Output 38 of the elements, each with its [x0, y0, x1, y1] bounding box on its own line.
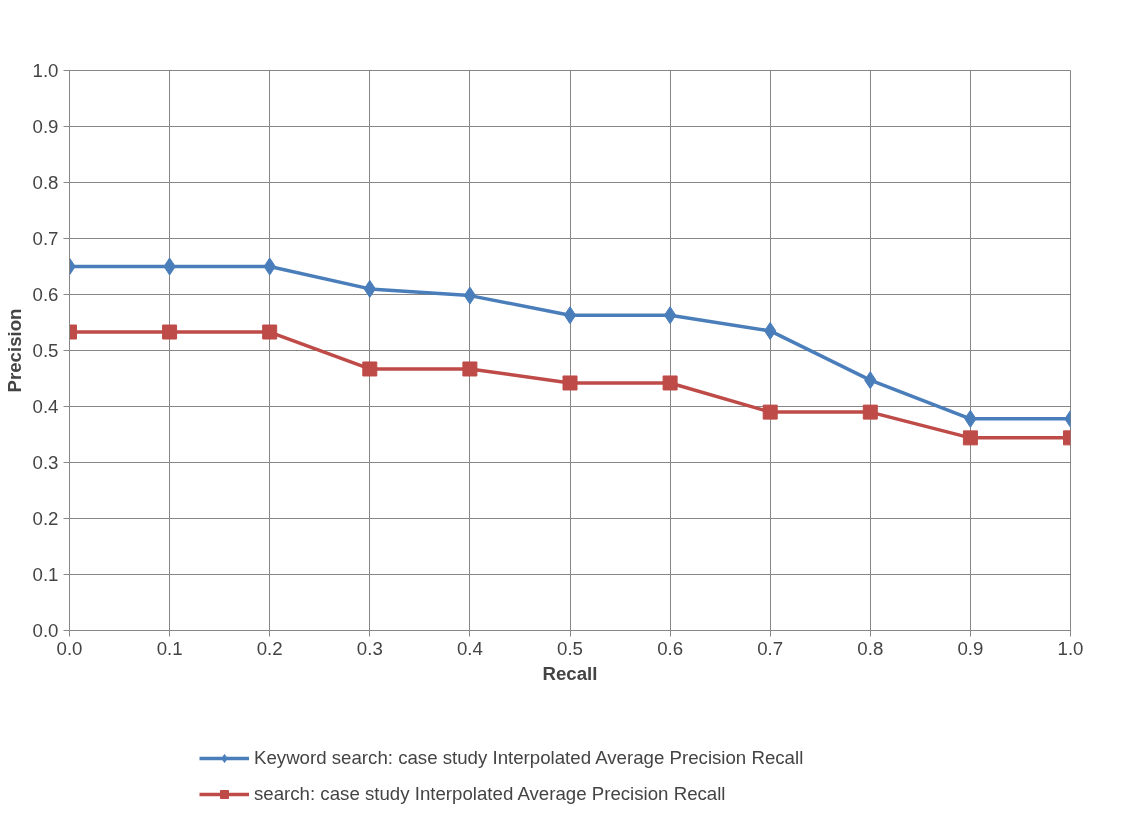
y-tick-label: 0.6 — [32, 284, 59, 305]
y-tick-label: 0.1 — [32, 564, 59, 585]
legend-label: search: case study Interpolated Average Precision Recall — [254, 783, 726, 805]
point — [162, 324, 178, 340]
y-tick-label: 0.8 — [32, 172, 59, 193]
legend-label: Keyword search: case study Interpolated Average Precision Recall — [254, 747, 804, 769]
point — [862, 404, 878, 420]
y-tick-label: 1.0 — [32, 60, 59, 81]
y-tick-label: 0.7 — [32, 228, 59, 249]
point — [663, 306, 677, 325]
x-tick-label: 0.6 — [657, 637, 684, 659]
x-tick-label: 0.5 — [557, 637, 583, 659]
x-tick-label: 0.2 — [256, 637, 283, 659]
y-tick-label: 0.5 — [32, 340, 59, 361]
x-tick-label: 0.4 — [456, 637, 483, 659]
x-tick-label: 0.9 — [957, 637, 984, 659]
point — [563, 306, 577, 325]
x-tick-label: 0.3 — [356, 637, 383, 659]
y-tick-label: 0.2 — [32, 508, 59, 529]
point — [662, 375, 678, 391]
point — [463, 286, 477, 305]
x-tick-label: 0.0 — [56, 637, 83, 659]
y-axis-title: Precision — [3, 308, 25, 393]
point — [762, 404, 778, 420]
point — [462, 361, 478, 377]
x-tick-label: 0.8 — [857, 637, 884, 659]
point — [962, 430, 978, 446]
y-tick-label: 0.4 — [32, 396, 59, 417]
x-axis-title: Recall — [542, 662, 598, 684]
y-tick-label: 0.9 — [32, 116, 59, 137]
point — [362, 361, 378, 377]
x-tick-label: 1.0 — [1057, 637, 1084, 659]
point — [262, 324, 278, 340]
y-tick-label: 0.0 — [32, 620, 59, 641]
y-tick-label: 0.3 — [32, 452, 59, 473]
x-tick-label: 0.1 — [156, 637, 183, 659]
x-tick-label: 0.7 — [757, 637, 784, 659]
point — [562, 375, 578, 391]
